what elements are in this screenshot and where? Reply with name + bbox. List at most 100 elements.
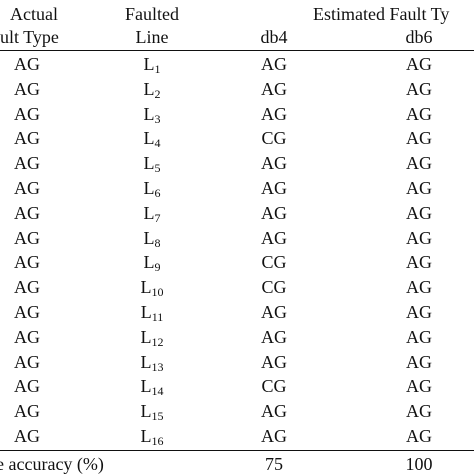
line-label: L: [143, 227, 155, 248]
cell-faulted-line: L7: [143, 202, 161, 225]
cell-actual-type: AG: [14, 252, 40, 273]
line-number: 13: [151, 359, 164, 374]
cell-db4: CG: [261, 128, 287, 149]
cell-actual-type: AG: [14, 302, 40, 322]
line-label: L: [140, 351, 152, 372]
cell-actual-type: AG: [14, 426, 40, 446]
line-number: 8: [154, 235, 161, 250]
cell-faulted-line: L9: [144, 252, 161, 275]
line-label: L: [143, 128, 155, 149]
line-label: L: [140, 401, 152, 422]
cell-db4: AG: [261, 153, 287, 174]
header-actual-line2: ult Type: [0, 27, 59, 47]
cell-actual-type: AG: [14, 54, 40, 74]
line-number: 15: [151, 409, 164, 424]
line-label: L: [143, 54, 155, 74]
line-label: L: [143, 103, 155, 124]
cell-faulted-line: L11: [140, 302, 164, 323]
cell-db4: AG: [261, 351, 287, 372]
header-faulted-line2: Line: [135, 27, 169, 47]
footer-accuracy-db6: 100: [405, 454, 433, 474]
cell-faulted-line: L1: [143, 54, 161, 76]
line-label: L: [140, 376, 152, 397]
cell-db4: AG: [261, 426, 287, 446]
cell-actual-type: AG: [14, 103, 40, 124]
line-number: 3: [154, 111, 161, 126]
header-faulted-line1: Faulted: [125, 4, 179, 24]
cell-db4: AG: [261, 54, 287, 74]
cell-db6: AG: [406, 277, 432, 298]
cell-db6: AG: [406, 351, 432, 372]
cell-db4: CG: [261, 252, 287, 273]
line-number: 12: [151, 334, 164, 349]
cell-faulted-line: L6: [143, 178, 161, 200]
cell-db6: AG: [406, 202, 432, 223]
cell-db6: AG: [406, 128, 432, 149]
cell-db6: AG: [406, 302, 432, 322]
cell-faulted-line: L13: [140, 351, 164, 374]
cell-db6: AG: [406, 227, 432, 248]
header-db4: db4: [260, 27, 288, 47]
cell-actual-type: AG: [14, 78, 40, 99]
cell-db6: AG: [406, 103, 432, 124]
line-number: 2: [154, 86, 161, 101]
cell-actual-type: AG: [14, 227, 40, 248]
cell-actual-type: AG: [14, 401, 40, 422]
cell-db4: AG: [261, 227, 287, 248]
header-rule: [0, 50, 474, 51]
line-number: 4: [154, 136, 161, 151]
cell-faulted-line: L5: [143, 153, 161, 176]
cell-faulted-line: L4: [143, 128, 161, 151]
cell-actual-type: AG: [14, 128, 40, 149]
header-actual-line1: Actual: [10, 4, 58, 24]
cell-actual-type: AG: [14, 351, 40, 372]
line-number: 10: [151, 285, 164, 300]
cell-faulted-line: L2: [144, 79, 161, 101]
cell-faulted-line: L10: [140, 277, 164, 300]
cell-db4: AG: [261, 103, 287, 124]
cell-db6: AG: [406, 326, 432, 347]
line-label: L: [140, 277, 152, 298]
line-number: 7: [154, 210, 161, 225]
cell-db6: AG: [406, 178, 432, 198]
cell-db6: AG: [406, 376, 432, 397]
cell-faulted-line: L15: [140, 401, 164, 424]
line-label: L: [143, 202, 155, 223]
line-number: 1: [154, 62, 161, 76]
cell-actual-type: AG: [14, 376, 40, 397]
cell-faulted-line: L12: [140, 326, 164, 349]
footer-accuracy-label: e accuracy (%): [0, 454, 104, 474]
cell-db4: AG: [261, 178, 287, 198]
cell-db6: AG: [406, 78, 432, 99]
cell-actual-type: AG: [14, 178, 40, 198]
cell-actual-type: AG: [14, 153, 40, 174]
cell-db6: AG: [406, 401, 432, 422]
cell-db4: AG: [261, 202, 287, 223]
cell-db4: CG: [261, 277, 287, 298]
cell-faulted-line: L8: [143, 227, 161, 250]
line-label: L: [140, 326, 152, 347]
header-estimated: Estimated Fault Ty: [313, 4, 450, 24]
cell-db4: AG: [261, 326, 287, 347]
cell-db6: AG: [406, 252, 432, 273]
cell-db4: AG: [261, 302, 287, 322]
header-db6: db6: [405, 27, 433, 47]
line-number: 14: [151, 384, 164, 399]
line-label: L: [143, 153, 155, 174]
line-number: 16: [151, 434, 164, 448]
line-label: L: [140, 302, 152, 322]
cell-actual-type: AG: [14, 202, 40, 223]
cell-actual-type: AG: [14, 277, 40, 298]
cell-db6: AG: [406, 54, 432, 74]
cell-db6: AG: [406, 153, 432, 174]
cell-faulted-line: L16: [141, 426, 164, 448]
cell-db4: AG: [261, 78, 287, 99]
cell-actual-type: AG: [14, 326, 40, 347]
line-number: 6: [154, 186, 161, 200]
cell-faulted-line: L14: [140, 376, 164, 399]
line-number: 5: [154, 161, 161, 176]
line-label: L: [143, 178, 155, 198]
line-number: 9: [154, 260, 161, 275]
footer-accuracy-db4: 75: [265, 454, 283, 474]
footer-rule: [0, 450, 474, 451]
